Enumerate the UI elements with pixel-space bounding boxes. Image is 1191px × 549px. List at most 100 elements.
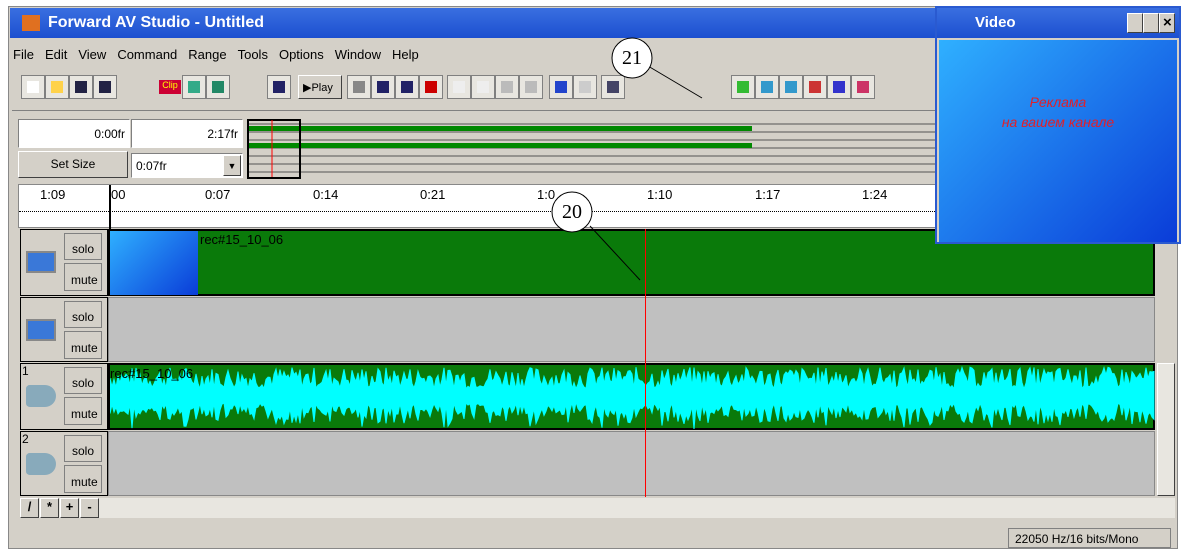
tool-button[interactable] [69,75,93,99]
track-icon [26,319,56,341]
ruler [18,184,939,229]
tool-button[interactable] [495,75,519,99]
tool-icon [425,81,437,93]
ruler-tick: 0:21 [420,187,446,202]
track-number: 2 [22,432,29,446]
menu-item[interactable]: Options [278,47,324,62]
tool-button[interactable] [601,75,625,99]
tool-button[interactable] [21,75,45,99]
tool-icon [27,81,39,93]
tool-button[interactable] [779,75,803,99]
tool-button[interactable] [519,75,543,99]
tool-button[interactable] [549,75,573,99]
menu-bar: File Edit View Command Range Tools Options Wind… [13,47,430,62]
menu-item[interactable]: View [78,47,107,62]
tool-icon [477,81,489,93]
overview [247,119,937,179]
tool-button[interactable] [827,75,851,99]
start-field[interactable]: 0:00fr [18,119,130,148]
tool-icon [737,81,749,93]
tool-icon [761,81,773,93]
tool-icon [579,81,591,93]
app-icon [22,15,40,31]
video-title: Video [975,14,1016,31]
track-lane [108,431,1155,496]
ruler-tick: 1:17 [755,187,781,202]
tool-button[interactable] [371,75,395,99]
separator [12,110,937,114]
play-label: Play [311,82,333,94]
video-preview: Реклама на вашем канале [939,40,1177,242]
menu-item[interactable]: File [13,47,34,62]
tool-icon [809,81,821,93]
preview-text: Реклама [1029,94,1087,110]
menu-item[interactable]: Edit [44,47,68,62]
mute-button[interactable]: mute [64,263,102,291]
tool-icon [401,81,413,93]
video-window: Video × Реклама на вашем канале [935,6,1181,244]
tool-icon [99,81,111,93]
track-button[interactable]: + [60,498,79,518]
tool-icon [833,81,845,93]
h-scrollbar[interactable] [20,498,1175,518]
solo-button[interactable]: solo [64,435,102,462]
solo-button[interactable]: solo [64,233,102,260]
tool-button[interactable] [573,75,597,99]
tool-icon [377,81,389,93]
mute-button[interactable]: mute [64,331,102,359]
tool-button[interactable] [347,75,371,99]
tool-button[interactable] [45,75,69,99]
tool-button[interactable] [471,75,495,99]
clip-thumbnail [110,231,198,295]
title-bar: Forward AV Studio - Untitled [10,8,935,38]
cursor [645,229,646,497]
tool-button[interactable] [731,75,755,99]
track-button[interactable]: * [40,498,59,518]
ruler-tick: 0:07 [205,187,231,202]
menu-item[interactable]: Window [334,47,382,62]
tool-button[interactable] [419,75,443,99]
tool-button[interactable] [851,75,875,99]
tool-icon [501,81,513,93]
tool-icon [525,81,537,93]
clip-icon[interactable]: Clip [159,80,181,94]
track-button[interactable]: / [20,498,39,518]
tool-button[interactable] [182,75,206,99]
v-scrollbar[interactable] [1157,363,1175,496]
end-field[interactable]: 2:17fr [131,119,243,148]
solo-button[interactable]: solo [64,301,102,328]
tool-button[interactable] [206,75,230,99]
tool-button[interactable] [755,75,779,99]
track-lane [108,297,1155,362]
tool-button[interactable] [267,75,291,99]
track-icon [26,453,56,475]
ruler-tick: 00 [111,187,126,202]
tool-icon [273,81,285,93]
waveform [110,365,1155,429]
track-button[interactable]: - [80,498,99,518]
status-bar: 22050 Hz/16 bits/Mono [1008,528,1171,548]
size-combo[interactable]: 0:07fr ▼ [131,153,243,178]
tool-icon [75,81,87,93]
tool-button[interactable] [395,75,419,99]
mute-button[interactable]: mute [64,465,102,493]
ruler-tick: 1:24 [862,187,888,202]
solo-button[interactable]: solo [64,367,102,394]
tool-button[interactable] [93,75,117,99]
window-title: Forward AV Studio - Untitled [48,14,264,31]
tool-icon [857,81,869,93]
set-size-button[interactable]: Set Size [18,151,128,178]
mute-button[interactable]: mute [64,397,102,425]
tool-icon [212,81,224,93]
track-number: 1 [22,364,29,378]
play-button[interactable]: ▶Play [298,75,342,99]
menu-item[interactable]: Range [188,47,227,62]
menu-item[interactable]: Tools [237,47,268,62]
clip-name: rec#15_10_06 [110,366,194,381]
menu-item[interactable]: Help [392,47,419,62]
tool-button[interactable] [803,75,827,99]
ruler-tick: 0:14 [313,187,339,202]
tool-button[interactable] [447,75,471,99]
menu-item[interactable]: Command [117,47,178,62]
